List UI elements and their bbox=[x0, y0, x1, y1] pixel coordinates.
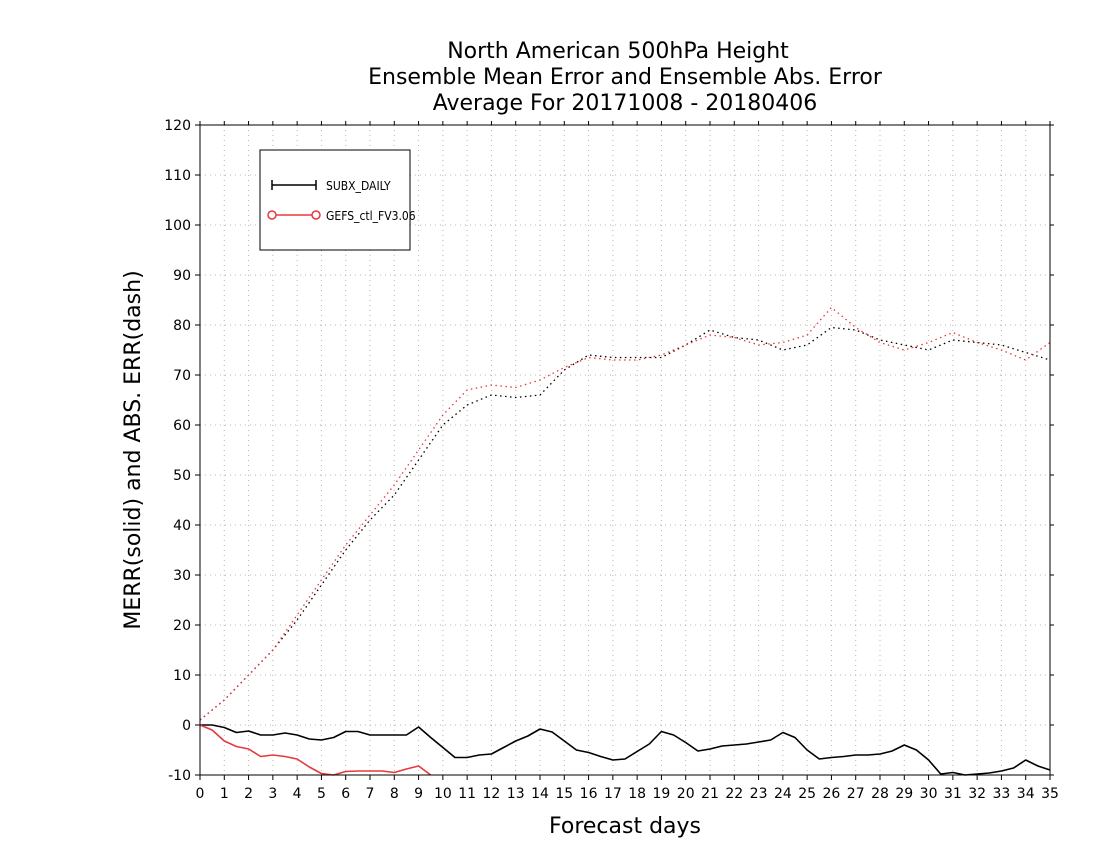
y-axis-ticks: -10 0 10 20 30 40 50 60 70 80 90 100 110 120 bbox=[164, 118, 1054, 784]
legend-circle-marker-icon bbox=[267, 210, 277, 220]
series-line-merr-gefs-ctl-fv3 bbox=[199, 724, 432, 776]
legend: SUBX_DAILY GEFS_ctl_FV3.06 bbox=[259, 149, 416, 251]
x-tick-label: 0 bbox=[196, 786, 205, 802]
x-tick-label: 10 bbox=[434, 786, 452, 802]
x-tick-label: 27 bbox=[847, 786, 865, 802]
x-tick-label: 32 bbox=[968, 786, 986, 802]
x-tick-label: 34 bbox=[1017, 786, 1035, 802]
x-tick-label: 30 bbox=[920, 786, 938, 802]
y-tick-label: -10 bbox=[168, 768, 191, 784]
legend-label-gefs: GEFS_ctl_FV3.06 bbox=[326, 209, 416, 223]
x-tick-label: 1 bbox=[220, 786, 229, 802]
x-tick-label: 4 bbox=[293, 786, 302, 802]
x-tick-label: 24 bbox=[774, 786, 792, 802]
y-tick-label: 20 bbox=[173, 618, 191, 634]
y-tick-label: 70 bbox=[173, 368, 191, 384]
x-tick-label: 16 bbox=[580, 786, 598, 802]
y-tick-label: 0 bbox=[182, 718, 191, 734]
x-tick-label: 18 bbox=[628, 786, 646, 802]
legend-box bbox=[259, 149, 411, 251]
legend-label-subx: SUBX_DAILY bbox=[326, 179, 391, 193]
x-tick-label: 26 bbox=[823, 786, 841, 802]
series-line-abs-err-gefs-ctl-fv3 bbox=[199, 306, 1051, 721]
x-tick-label: 2 bbox=[244, 786, 253, 802]
series-line-merr-subx-daily bbox=[200, 724, 1051, 776]
chart-title-line-1: North American 500hPa Height bbox=[447, 39, 789, 64]
y-tick-label: 110 bbox=[164, 168, 191, 184]
x-axis-label: Forecast days bbox=[549, 814, 701, 839]
x-tick-label: 21 bbox=[701, 786, 719, 802]
x-tick-label: 15 bbox=[555, 786, 573, 802]
x-tick-label: 29 bbox=[895, 786, 913, 802]
y-tick-label: 100 bbox=[164, 218, 191, 234]
x-tick-label: 12 bbox=[483, 786, 501, 802]
chart-title-line-3: Average For 20171008 - 20180406 bbox=[433, 91, 818, 116]
x-tick-label: 13 bbox=[507, 786, 525, 802]
x-tick-label: 33 bbox=[993, 786, 1011, 802]
x-tick-label: 5 bbox=[317, 786, 326, 802]
grid bbox=[200, 125, 1050, 775]
chart-title-line-2: Ensemble Mean Error and Ensemble Abs. Er… bbox=[368, 65, 883, 90]
y-axis-label: MERR(solid) and ABS. ERR(dash) bbox=[121, 270, 146, 629]
x-tick-label: 3 bbox=[268, 786, 277, 802]
x-tick-label: 9 bbox=[414, 786, 423, 802]
x-tick-label: 20 bbox=[677, 786, 695, 802]
plot-series bbox=[199, 306, 1051, 776]
y-tick-label: 60 bbox=[173, 418, 191, 434]
x-tick-label: 11 bbox=[458, 786, 476, 802]
x-tick-label: 35 bbox=[1041, 786, 1059, 802]
x-tick-label: 23 bbox=[750, 786, 768, 802]
x-tick-label: 25 bbox=[798, 786, 816, 802]
x-axis-ticks: 0 1 2 3 4 5 6 7 8 9 10 11 12 13 14 15 16 17 18 19 20 21 22 23 24… bbox=[196, 121, 1059, 802]
series-line-abs-err-subx-daily bbox=[199, 326, 1051, 721]
y-tick-label: 50 bbox=[173, 468, 191, 484]
y-tick-label: 10 bbox=[173, 668, 191, 684]
y-tick-label: 40 bbox=[173, 518, 191, 534]
x-tick-label: 14 bbox=[531, 786, 549, 802]
x-tick-label: 17 bbox=[604, 786, 622, 802]
x-tick-label: 19 bbox=[653, 786, 671, 802]
x-tick-label: 7 bbox=[366, 786, 375, 802]
x-tick-label: 22 bbox=[725, 786, 743, 802]
y-tick-label: 80 bbox=[173, 318, 191, 334]
y-tick-label: 120 bbox=[164, 118, 191, 134]
x-tick-label: 8 bbox=[390, 786, 399, 802]
x-tick-label: 31 bbox=[944, 786, 962, 802]
y-tick-label: 90 bbox=[173, 268, 191, 284]
y-tick-label: 30 bbox=[173, 568, 191, 584]
x-tick-label: 6 bbox=[341, 786, 350, 802]
plot-frame bbox=[199, 124, 1051, 776]
legend-circle-marker-icon bbox=[311, 210, 321, 220]
x-tick-label: 28 bbox=[871, 786, 889, 802]
